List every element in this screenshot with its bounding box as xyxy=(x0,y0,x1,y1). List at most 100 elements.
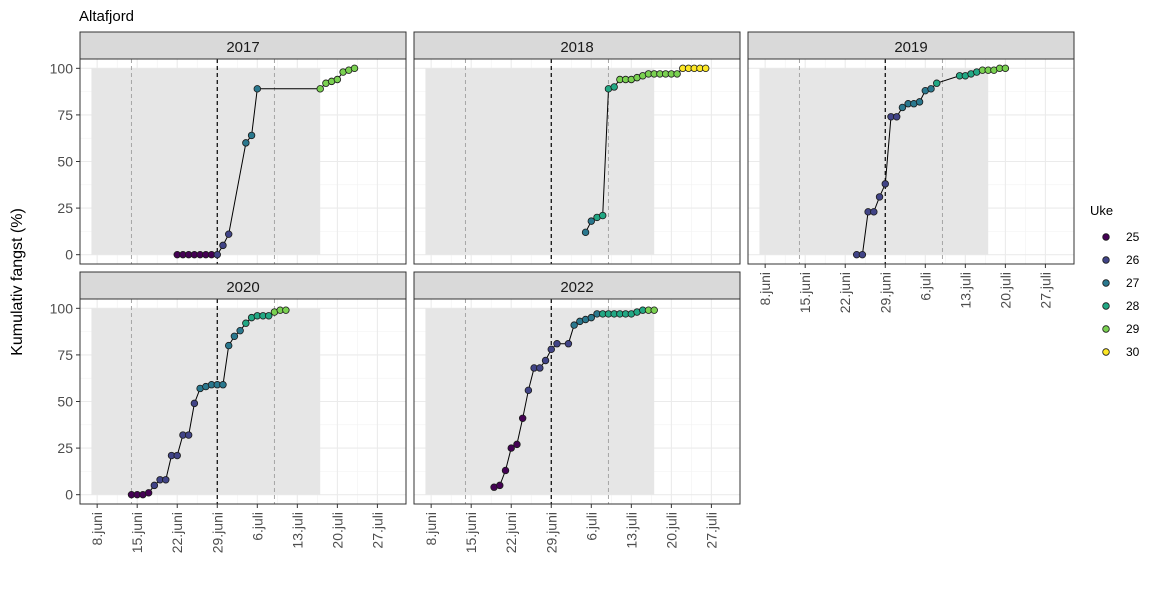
x-tick-label: 20.juli xyxy=(663,512,679,549)
data-point xyxy=(858,250,867,259)
shaded-period xyxy=(91,68,321,255)
y-tick-label: 50 xyxy=(57,394,73,410)
panel-border xyxy=(413,58,741,265)
x-tick-label: 8.juni xyxy=(423,512,439,545)
data-point xyxy=(881,180,889,188)
y-tick-label: 50 xyxy=(57,154,73,170)
data-point xyxy=(599,211,607,220)
y-tick-label: 100 xyxy=(50,60,74,76)
y-tick-label: 75 xyxy=(57,347,73,363)
data-point xyxy=(190,399,199,408)
legend-key-29 xyxy=(1102,325,1110,333)
x-tick-label: 8.juni xyxy=(757,272,773,305)
x-tick-label: 29.juni xyxy=(209,512,225,553)
x-tick-label: 22.juni xyxy=(169,512,185,553)
x-tick-label: 22.juni xyxy=(837,272,853,313)
x-tick-label: 22.juni xyxy=(503,512,519,553)
legend-label: 27 xyxy=(1126,276,1140,290)
strip-label: 2020 xyxy=(226,279,259,296)
data-point xyxy=(333,75,342,84)
data-point xyxy=(501,466,510,475)
legend-label: 28 xyxy=(1126,299,1140,313)
data-point xyxy=(242,139,250,147)
data-point xyxy=(650,306,658,314)
data-point xyxy=(162,476,170,484)
y-tick-label: 100 xyxy=(50,300,74,316)
data-point xyxy=(225,230,233,238)
data-point xyxy=(893,113,901,121)
data-point xyxy=(150,481,159,490)
data-point xyxy=(875,193,884,201)
y-tick-label: 0 xyxy=(65,247,73,263)
x-tick-label: 6.juli xyxy=(917,272,933,301)
data-point xyxy=(870,208,878,216)
x-tick-label: 15.juni xyxy=(129,512,145,553)
data-point xyxy=(933,79,941,87)
data-point xyxy=(513,440,521,449)
data-point xyxy=(518,414,527,422)
data-point xyxy=(587,313,595,322)
x-tick-label: 6.juli xyxy=(249,512,265,541)
legend-label: 25 xyxy=(1126,230,1140,244)
x-tick-label: 13.juli xyxy=(289,512,305,549)
data-point xyxy=(144,489,153,497)
legend-label: 29 xyxy=(1126,322,1140,336)
data-point xyxy=(1001,64,1010,73)
data-point xyxy=(570,321,578,329)
shaded-period xyxy=(425,68,655,255)
data-point xyxy=(536,364,544,372)
legend-key-28 xyxy=(1102,302,1110,310)
data-point xyxy=(230,332,239,340)
data-point xyxy=(184,431,193,439)
legend-key-27 xyxy=(1102,279,1110,287)
y-tick-label: 25 xyxy=(57,200,73,216)
shaded-period xyxy=(91,308,321,495)
x-tick-label: 20.juli xyxy=(329,512,345,549)
panel-2018: 2018 xyxy=(413,31,741,265)
data-point xyxy=(915,98,924,106)
legend-key-30 xyxy=(1102,348,1110,356)
legend-label: 26 xyxy=(1126,253,1140,267)
legend-key-25 xyxy=(1102,233,1110,241)
x-tick-label: 6.juli xyxy=(583,512,599,541)
x-tick-label: 27.juli xyxy=(369,512,385,549)
data-point xyxy=(927,85,935,93)
legend-label: 30 xyxy=(1126,345,1140,359)
y-tick-label: 0 xyxy=(65,487,73,503)
shaded-period xyxy=(759,68,989,255)
panel-border xyxy=(413,298,741,505)
data-point xyxy=(496,481,504,490)
x-tick-label: 15.juni xyxy=(797,272,813,313)
data-point xyxy=(673,70,681,78)
data-point xyxy=(507,444,515,452)
legend-key-26 xyxy=(1102,256,1110,264)
strip-label: 2018 xyxy=(560,39,593,56)
y-axis-label: Kumulativ fangst (%) xyxy=(9,208,26,356)
x-tick-label: 29.juni xyxy=(543,512,559,553)
data-point xyxy=(541,356,550,365)
data-point xyxy=(236,326,244,335)
strip-2019 xyxy=(747,31,1075,60)
data-point xyxy=(213,250,221,259)
data-point xyxy=(282,306,290,314)
strip-label: 2022 xyxy=(560,279,593,296)
y-tick-label: 25 xyxy=(57,440,73,456)
x-tick-label: 20.juli xyxy=(997,272,1013,309)
x-tick-label: 15.juni xyxy=(463,512,479,553)
panel-border xyxy=(747,58,1075,265)
strip-2017 xyxy=(79,31,407,60)
data-point xyxy=(581,228,590,237)
data-point xyxy=(553,340,561,348)
data-point xyxy=(587,217,595,225)
strip-2020 xyxy=(79,271,407,300)
data-point xyxy=(564,340,573,348)
data-point xyxy=(219,381,227,389)
strip-label: 2017 xyxy=(226,39,259,56)
x-tick-label: 13.juli xyxy=(623,512,639,549)
data-point xyxy=(242,319,250,327)
data-point xyxy=(524,386,533,395)
chart-title: Altafjord xyxy=(79,8,134,25)
panel-2017: 2017 0 25 50 75 100 xyxy=(50,31,407,265)
shaded-period xyxy=(425,308,655,495)
